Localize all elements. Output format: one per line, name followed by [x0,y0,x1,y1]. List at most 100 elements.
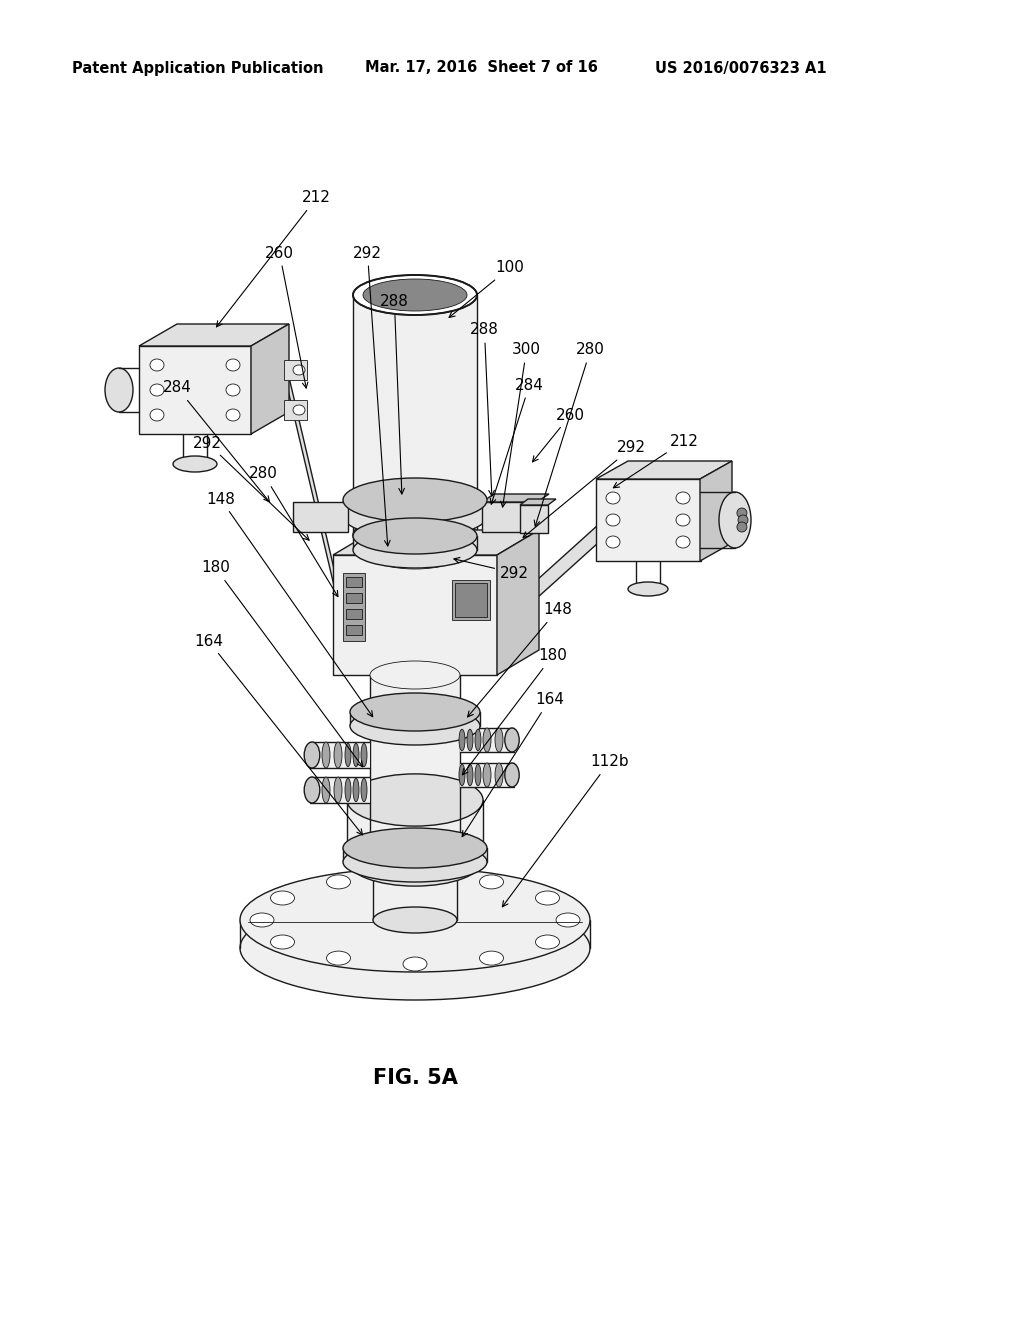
Text: 292: 292 [454,557,529,581]
Polygon shape [497,531,539,675]
Ellipse shape [373,907,457,933]
Text: 288: 288 [470,322,499,496]
Polygon shape [353,536,477,550]
Ellipse shape [475,764,481,785]
Polygon shape [700,461,732,561]
Ellipse shape [483,729,490,752]
Ellipse shape [453,718,463,725]
Bar [346,577,362,587]
Ellipse shape [479,952,504,965]
Ellipse shape [676,536,690,548]
Ellipse shape [240,896,590,1001]
Text: 280: 280 [249,466,338,597]
Ellipse shape [606,513,620,525]
Bar [455,583,487,616]
Ellipse shape [345,743,351,767]
Ellipse shape [226,384,240,396]
Text: 288: 288 [380,294,409,494]
Ellipse shape [304,742,319,768]
Text: 100: 100 [450,260,524,317]
Ellipse shape [150,359,164,371]
Ellipse shape [345,779,351,801]
Bar [333,554,497,675]
Bar [596,479,701,561]
Ellipse shape [348,843,358,850]
Ellipse shape [383,545,393,552]
Ellipse shape [495,729,503,752]
Ellipse shape [495,763,503,787]
Ellipse shape [466,709,476,715]
Ellipse shape [475,729,481,751]
Ellipse shape [536,935,559,949]
Ellipse shape [343,494,487,539]
Ellipse shape [737,521,746,532]
Ellipse shape [479,875,504,888]
Text: 300: 300 [501,342,541,507]
Polygon shape [520,499,556,506]
Bar [346,593,362,603]
Ellipse shape [304,777,319,803]
Ellipse shape [322,742,330,768]
Text: 212: 212 [216,190,331,327]
Text: US 2016/0076323 A1: US 2016/0076323 A1 [655,61,826,75]
Polygon shape [373,855,457,920]
Ellipse shape [459,729,465,751]
Polygon shape [343,847,487,862]
Text: FIG. 5A: FIG. 5A [373,1068,458,1088]
Ellipse shape [434,830,444,837]
Ellipse shape [463,837,473,842]
Text: 164: 164 [462,693,564,837]
Bar [343,573,365,642]
Polygon shape [460,729,512,752]
Ellipse shape [105,368,133,412]
Polygon shape [596,461,732,479]
Polygon shape [343,500,487,516]
Ellipse shape [250,913,274,927]
Ellipse shape [467,729,473,751]
Ellipse shape [420,723,430,730]
Ellipse shape [293,366,305,375]
Bar [520,506,548,533]
Ellipse shape [370,696,460,723]
Text: 180: 180 [201,561,362,767]
Ellipse shape [505,729,519,752]
Ellipse shape [356,853,367,859]
Ellipse shape [403,869,427,883]
Polygon shape [350,711,480,726]
Ellipse shape [150,384,164,396]
Ellipse shape [383,521,393,527]
Bar [452,579,490,620]
Ellipse shape [464,533,474,539]
Ellipse shape [359,528,370,535]
Text: 284: 284 [163,380,269,502]
Ellipse shape [322,777,330,803]
Ellipse shape [382,722,392,729]
Bar [139,346,251,434]
Polygon shape [460,763,512,787]
Ellipse shape [420,694,430,700]
Ellipse shape [737,508,746,517]
Ellipse shape [370,698,460,726]
Ellipse shape [459,764,465,785]
Ellipse shape [350,693,480,731]
Ellipse shape [362,279,467,312]
Ellipse shape [353,743,359,767]
Text: 284: 284 [490,378,544,504]
Ellipse shape [270,891,295,906]
Ellipse shape [370,541,460,569]
Ellipse shape [424,861,434,867]
Polygon shape [353,294,477,535]
Ellipse shape [226,359,240,371]
Text: 164: 164 [194,634,362,834]
Text: Patent Application Publication: Patent Application Publication [72,61,324,75]
Ellipse shape [353,275,477,315]
Ellipse shape [457,855,467,862]
Ellipse shape [396,829,407,836]
Ellipse shape [347,834,483,886]
Text: 112b: 112b [503,755,629,907]
Ellipse shape [353,532,477,568]
Polygon shape [333,531,539,554]
Ellipse shape [467,764,473,785]
Polygon shape [240,920,590,948]
Text: 212: 212 [613,433,698,488]
